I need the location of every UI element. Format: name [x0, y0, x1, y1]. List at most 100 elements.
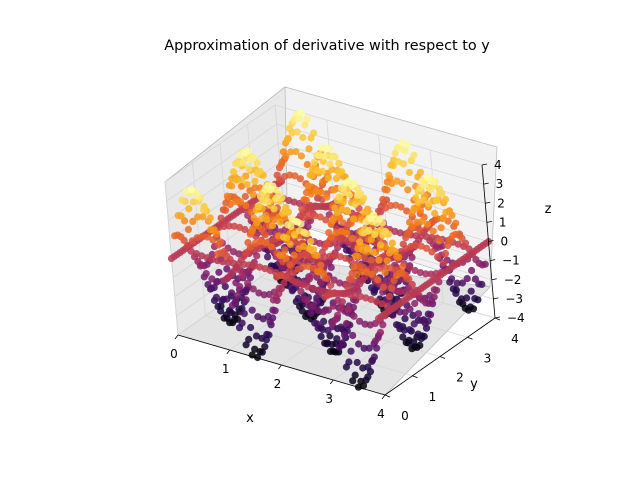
data-point	[290, 231, 299, 239]
data-point	[262, 336, 270, 344]
data-point	[298, 205, 306, 213]
data-point	[288, 287, 296, 295]
data-point	[322, 216, 330, 224]
data-point	[237, 176, 246, 184]
data-point	[178, 196, 186, 204]
data-point	[383, 257, 391, 265]
data-point	[184, 225, 192, 234]
x-tick-mark	[226, 349, 231, 355]
y-tick-mark	[384, 394, 391, 398]
data-point	[268, 222, 277, 230]
data-point	[383, 186, 391, 194]
z-tick-label: −3	[505, 292, 523, 306]
data-point	[302, 196, 310, 204]
data-point	[422, 270, 430, 278]
data-point	[359, 382, 368, 390]
data-point	[267, 243, 275, 251]
data-point	[317, 279, 325, 287]
data-point	[347, 347, 355, 355]
data-point	[410, 151, 418, 159]
data-point	[214, 250, 222, 258]
data-point	[329, 302, 337, 310]
data-point	[431, 209, 439, 218]
data-point	[357, 268, 365, 276]
data-point	[303, 296, 311, 304]
data-point	[266, 186, 274, 194]
data-point	[254, 353, 262, 362]
data-point	[425, 200, 433, 208]
data-point	[313, 251, 321, 260]
data-point	[309, 302, 317, 311]
data-point	[390, 277, 398, 285]
data-point	[322, 145, 331, 153]
data-point	[376, 328, 385, 336]
data-point	[458, 279, 466, 287]
data-point	[441, 195, 450, 204]
data-point	[391, 149, 399, 157]
data-point	[248, 306, 256, 314]
data-point	[414, 310, 423, 318]
data-point	[411, 299, 419, 308]
data-point	[394, 158, 402, 166]
data-point	[342, 319, 351, 328]
data-point	[189, 217, 197, 225]
data-point	[374, 314, 383, 323]
data-point	[202, 270, 210, 278]
y-tick-label: 1	[429, 390, 437, 404]
data-point	[337, 323, 345, 331]
data-point	[351, 200, 359, 208]
data-point	[187, 186, 196, 194]
data-point	[388, 239, 396, 247]
data-point	[317, 261, 325, 269]
data-point	[367, 295, 375, 304]
data-point	[404, 186, 412, 194]
data-point	[299, 263, 307, 271]
data-point	[284, 221, 292, 229]
data-point	[427, 311, 435, 319]
data-point	[221, 276, 229, 284]
data-point	[343, 282, 351, 290]
data-point	[291, 172, 299, 180]
data-point	[423, 220, 432, 228]
data-point	[429, 178, 437, 186]
data-point	[266, 318, 274, 326]
z-tick-mark	[490, 259, 496, 262]
data-point	[379, 321, 387, 329]
data-point	[413, 343, 421, 351]
data-point	[340, 189, 348, 197]
data-point	[434, 253, 442, 261]
data-point	[441, 249, 450, 258]
y-tick-mark	[412, 375, 418, 379]
data-point	[213, 277, 221, 286]
y-tick-label: 2	[456, 371, 464, 385]
data-point	[385, 249, 394, 257]
z-tick-label: 0	[501, 235, 509, 249]
data-point	[408, 223, 416, 231]
data-point	[342, 363, 350, 371]
data-point	[272, 194, 280, 202]
data-point	[174, 212, 182, 220]
data-point	[252, 232, 260, 240]
data-point	[446, 235, 454, 243]
data-point	[453, 279, 461, 287]
data-point	[200, 206, 208, 214]
data-point	[396, 144, 404, 152]
x-tick-label: 0	[170, 347, 178, 361]
data-point	[396, 308, 404, 316]
data-point	[377, 208, 385, 216]
data-point	[269, 296, 277, 304]
data-point	[206, 214, 214, 222]
data-point	[471, 275, 479, 283]
data-point	[442, 208, 450, 216]
z-tick-label: −1	[502, 254, 520, 268]
data-point	[410, 320, 418, 328]
data-point	[364, 245, 372, 253]
data-point	[196, 262, 204, 270]
z-tick-mark	[493, 297, 499, 300]
data-point	[253, 169, 261, 177]
data-point	[407, 157, 415, 165]
data-point	[326, 160, 334, 168]
data-point	[328, 319, 336, 327]
data-point	[270, 205, 278, 213]
data-point	[278, 263, 286, 271]
